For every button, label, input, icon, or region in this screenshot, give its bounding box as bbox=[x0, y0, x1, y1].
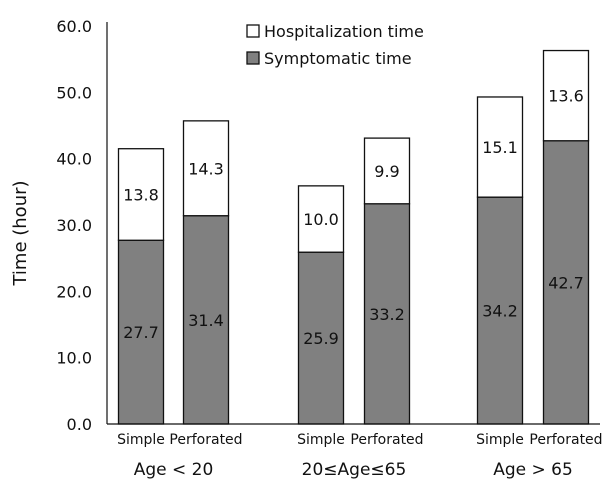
legend-label: Symptomatic time bbox=[264, 49, 412, 68]
group-label: 20≤Age≤65 bbox=[302, 460, 407, 480]
y-tick-label: 60.0 bbox=[56, 17, 92, 36]
data-label-symptomatic: 27.7 bbox=[123, 323, 159, 342]
y-tick-label: 0.0 bbox=[67, 415, 92, 434]
data-label-symptomatic: 31.4 bbox=[188, 311, 224, 330]
legend-swatch bbox=[247, 25, 259, 37]
category-label: Simple bbox=[297, 432, 345, 448]
bars: 27.7 13.8 31.4 14.3 25.9 10.0 33.2 9.9 34.2 15.1 4… bbox=[119, 51, 589, 424]
y-axis: 0.0 10.0 20.0 30.0 40.0 50.0 60.0 bbox=[56, 17, 107, 434]
group-label: Age < 20 bbox=[134, 460, 214, 480]
category-label: Simple bbox=[476, 432, 524, 448]
group-label: Age > 65 bbox=[493, 460, 573, 480]
y-axis-title: Time (hour) bbox=[10, 180, 31, 286]
legend-swatch bbox=[247, 52, 259, 64]
data-label-symptomatic: 34.2 bbox=[482, 302, 518, 321]
data-label-symptomatic: 33.2 bbox=[369, 305, 405, 324]
data-label-hospitalization: 10.0 bbox=[303, 210, 339, 229]
category-label: Perforated bbox=[529, 432, 602, 448]
data-label-hospitalization: 9.9 bbox=[374, 162, 399, 181]
data-label-hospitalization: 15.1 bbox=[482, 138, 518, 157]
data-label-hospitalization: 13.6 bbox=[548, 87, 584, 106]
category-label: Perforated bbox=[350, 432, 423, 448]
legend-label: Hospitalization time bbox=[264, 22, 424, 41]
data-label-symptomatic: 42.7 bbox=[548, 273, 584, 292]
y-tick-label: 40.0 bbox=[56, 150, 92, 169]
data-label-hospitalization: 13.8 bbox=[123, 185, 159, 204]
y-tick-label: 50.0 bbox=[56, 83, 92, 102]
y-tick-label: 10.0 bbox=[56, 349, 92, 368]
category-label: Perforated bbox=[169, 432, 242, 448]
data-label-hospitalization: 14.3 bbox=[188, 159, 224, 178]
y-tick-label: 30.0 bbox=[56, 216, 92, 235]
y-tick-label: 20.0 bbox=[56, 282, 92, 301]
category-label: Simple bbox=[117, 432, 165, 448]
data-label-symptomatic: 25.9 bbox=[303, 329, 339, 348]
legend: Hospitalization time Symptomatic time bbox=[247, 22, 424, 68]
